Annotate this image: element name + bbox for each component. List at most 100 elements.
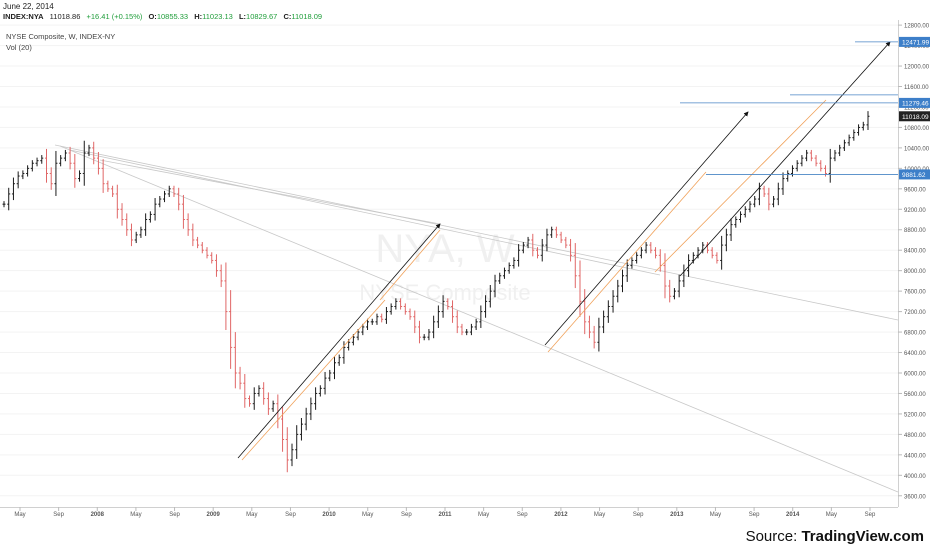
ohlc-bar — [866, 111, 870, 131]
ohlc-bar — [96, 151, 100, 175]
x-tick-label: Sep — [517, 512, 528, 518]
ohlc-bar — [611, 290, 615, 313]
ohlc-bar — [724, 228, 728, 252]
ohlc-bar — [781, 172, 785, 195]
ohlc-bar — [361, 323, 365, 336]
ohlc-bar — [181, 194, 185, 229]
ohlc-bar — [399, 298, 403, 310]
x-tick-label: Sep — [749, 512, 760, 518]
ohlc-bar — [479, 305, 483, 328]
y-tick-label: 12800.00 — [904, 24, 930, 30]
y-tick-label: 5600.00 — [904, 392, 926, 398]
x-tick-label: 2010 — [322, 512, 336, 518]
y-axis: 3600.00 4000.00 4400.00 4800.00 5200.00 5600.… — [898, 24, 930, 500]
ohlc-bar — [432, 315, 436, 339]
ohlc-bar — [328, 369, 332, 382]
ohlc-bar — [266, 392, 270, 415]
ohlc-bar — [639, 247, 643, 259]
ohlc-bar — [616, 279, 620, 303]
ohlc-bar — [512, 257, 516, 269]
ohlc-bars — [2, 111, 870, 473]
y-tick-label: 3600.00 — [904, 494, 926, 500]
ohlc-bar — [441, 295, 445, 318]
x-tick-label: May — [14, 512, 25, 518]
ohlc-bar — [597, 317, 601, 352]
ohlc-bar — [526, 236, 530, 249]
ohlc-bar — [521, 242, 525, 254]
price-badge-label: 11018.09 — [902, 114, 929, 121]
ohlc-bar — [602, 310, 606, 334]
ohlc-bar — [295, 425, 299, 459]
x-tick-label: Sep — [285, 512, 296, 518]
ohlc-bar — [68, 146, 72, 170]
ohlc-bar — [384, 306, 388, 324]
ohlc-bar — [120, 203, 124, 226]
projection-arrow — [237, 223, 441, 459]
ohlc-bar — [54, 150, 58, 196]
chart-legend: NYSE Composite, W, INDEX-NY Vol (20) — [6, 31, 115, 53]
ohlc-bar — [734, 216, 738, 228]
legend-volume[interactable]: Vol (20) — [6, 43, 32, 52]
ohlc-bar — [252, 387, 256, 410]
x-tick-label: May — [710, 512, 721, 518]
ohlc-bar — [630, 257, 634, 269]
ohlc-bar — [554, 226, 558, 238]
ohlc-bar — [625, 259, 629, 282]
y-tick-label: 12400.00 — [904, 44, 930, 50]
y-tick-label: 10400.00 — [904, 146, 930, 152]
ohlc-bar — [819, 160, 823, 172]
ohlc-bar — [833, 149, 837, 162]
ohlc-bar — [87, 144, 91, 157]
watermark-name: NYSE Composite — [359, 280, 530, 305]
ohlc-bar — [30, 160, 34, 172]
ohlc-bar — [729, 218, 733, 242]
ohlc-bar — [153, 198, 157, 221]
ohlc-bar — [465, 328, 469, 336]
ohlc-bar — [318, 385, 322, 397]
y-tick-label: 6400.00 — [904, 351, 926, 357]
ohlc-bar — [564, 236, 568, 249]
close-value: 11018.09 — [291, 12, 323, 21]
ohlc-bar — [342, 341, 346, 364]
ohlc-bar — [592, 325, 596, 349]
ohlc-bar — [672, 288, 676, 300]
channel-line — [379, 229, 441, 301]
ohlc-bar — [233, 332, 237, 389]
y-tick-label: 4400.00 — [904, 453, 926, 459]
y-tick-label: 4000.00 — [904, 474, 926, 480]
y-tick-label: 11200.00 — [904, 105, 929, 111]
ohlc-bar — [635, 252, 639, 264]
ohlc-bar — [668, 279, 672, 303]
ohlc-bar — [73, 154, 77, 188]
ohlc-bar — [507, 262, 511, 274]
ohlc-bar — [356, 328, 360, 341]
ohlc-bar — [455, 310, 459, 334]
quote-line: INDEX:NYA 11018.86 +16.41 (+0.15%) O:108… — [3, 12, 322, 21]
price-change: +16.41 (+0.15%) — [86, 12, 143, 21]
ohlc-bar — [786, 170, 790, 182]
source-brand[interactable]: TradingView.com — [801, 528, 924, 545]
ohlc-bar — [828, 148, 832, 183]
x-tick-label: 2013 — [670, 512, 684, 518]
ohlc-bar — [26, 165, 30, 177]
ohlc-bar — [451, 300, 455, 323]
ohlc-bar — [2, 201, 6, 208]
symbol-label: INDEX:NYA — [3, 12, 44, 21]
y-tick-label: 10800.00 — [904, 126, 930, 132]
ohlc-bar — [163, 190, 167, 203]
ohlc-bar — [739, 211, 743, 223]
ohlc-bar — [701, 242, 705, 254]
x-tick-label: Sep — [401, 512, 412, 518]
ohlc-bar — [800, 155, 804, 167]
legend-title[interactable]: NYSE Composite, W, INDEX-NY — [6, 32, 116, 41]
ohlc-bar — [115, 184, 119, 219]
ohlc-bar — [125, 213, 129, 236]
y-tick-label: 8400.00 — [904, 249, 926, 255]
price-badge — [899, 36, 930, 47]
open-value: 10855.33 — [156, 12, 189, 21]
high-value: 11023.13 — [202, 12, 233, 21]
ohlc-bar — [422, 334, 426, 341]
ohlc-bar — [748, 201, 752, 213]
x-tick-label: May — [594, 512, 605, 518]
